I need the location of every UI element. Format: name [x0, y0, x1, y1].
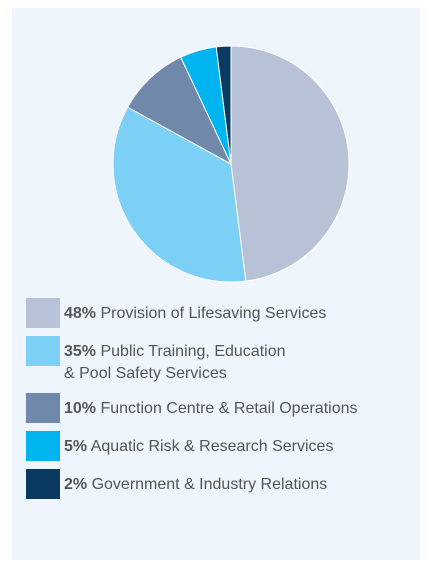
- pie-slice: [126, 56, 233, 166]
- legend-label: Aquatic Risk & Research Services: [90, 438, 334, 455]
- legend-item: 2% Government & Industry Relations: [26, 469, 420, 499]
- legend-swatch: [26, 298, 60, 328]
- legend-swatch: [26, 431, 60, 461]
- legend-item: 5% Aquatic Risk & Research Services: [26, 431, 420, 461]
- legend-text: 35% Public Training, Education & Pool Sa…: [64, 336, 285, 385]
- legend-label: Government & Industry Relations: [91, 476, 328, 493]
- value-label: 10%: [64, 400, 97, 417]
- legend-text: 5% Aquatic Risk & Research Services: [64, 431, 333, 458]
- legend-item: 35% Public Training, Education & Pool Sa…: [26, 336, 420, 385]
- legend-item: 48% Provision of Lifesaving Services: [26, 298, 420, 328]
- pie-slice: [230, 45, 350, 282]
- legend-swatch: [26, 393, 60, 423]
- value-label: 35%: [64, 343, 97, 360]
- legend-text: 48% Provision of Lifesaving Services: [64, 298, 326, 325]
- legend-label: Function Centre & Retail Operations: [100, 400, 358, 417]
- legend-label: Public Training, Education & Pool Safety…: [64, 343, 286, 382]
- legend-text: 2% Government & Industry Relations: [64, 469, 327, 496]
- legend-label: Provision of Lifesaving Services: [100, 305, 327, 322]
- legend-text: 10% Function Centre & Retail Operations: [64, 393, 358, 420]
- pie-slice: [112, 106, 247, 283]
- value-label: 2%: [64, 476, 88, 493]
- pie-chart: [112, 45, 350, 283]
- legend: 48% Provision of Lifesaving Services 35% …: [26, 298, 420, 499]
- pie-slice: [215, 45, 232, 165]
- value-label: 5%: [64, 438, 88, 455]
- legend-swatch: [26, 469, 60, 499]
- legend-item: 10% Function Centre & Retail Operations: [26, 393, 420, 423]
- legend-swatch: [26, 336, 60, 366]
- value-label: 48%: [64, 305, 97, 322]
